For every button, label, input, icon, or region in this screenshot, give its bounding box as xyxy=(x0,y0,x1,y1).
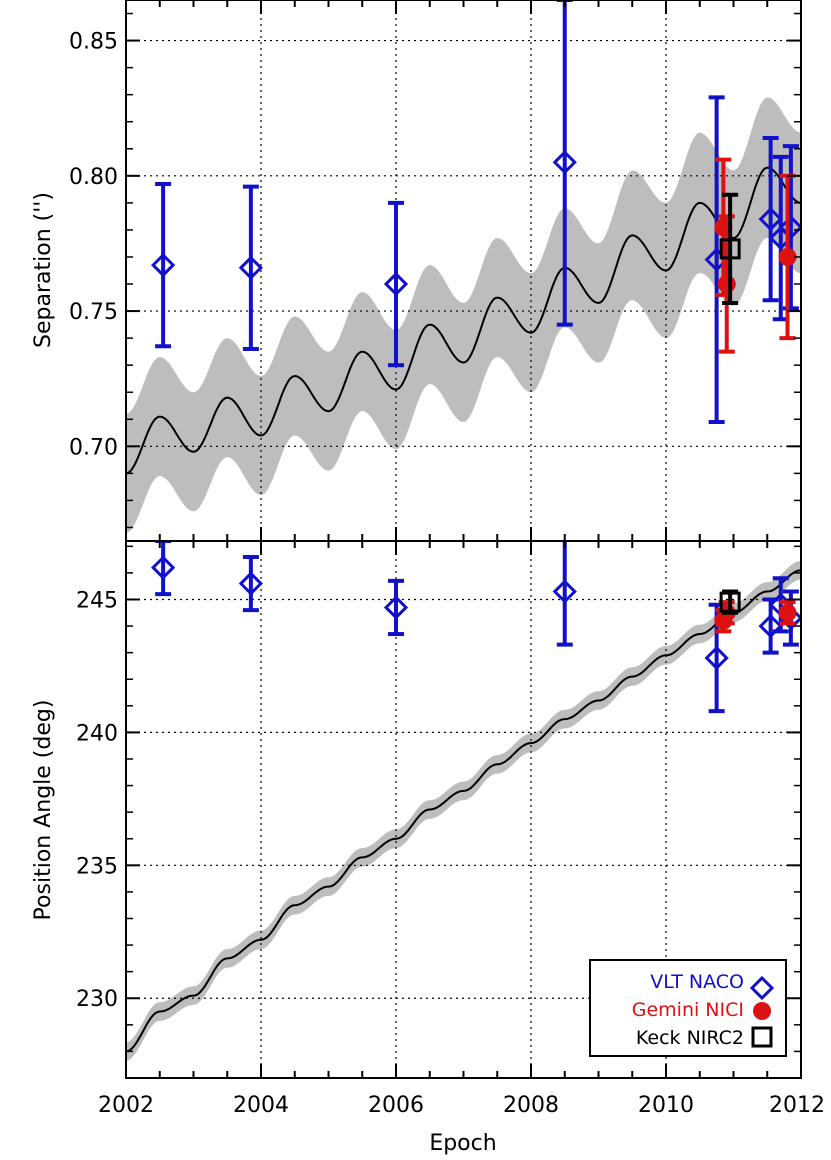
x-tick-label: 2008 xyxy=(503,1093,559,1118)
data-point-diamond xyxy=(238,255,263,280)
top-y-axis-label: Separation ('') xyxy=(31,192,56,348)
data-point-diamond xyxy=(383,271,409,297)
y-tick-label: 235 xyxy=(76,854,118,879)
data-point-square xyxy=(719,591,741,613)
data-point-circle xyxy=(778,247,797,266)
data-point-diamond xyxy=(778,215,801,240)
data-point-diamond xyxy=(151,252,176,278)
data-point-circle xyxy=(717,275,736,294)
y-tick-label: 0.80 xyxy=(69,165,118,190)
model-curve xyxy=(126,166,801,475)
data-point-diamond xyxy=(758,613,783,639)
y-tick-label: 0.70 xyxy=(69,435,118,460)
data-point-diamond xyxy=(552,579,577,604)
data-point-circle xyxy=(778,603,797,622)
x-tick-label: 2002 xyxy=(98,1093,154,1118)
legend-label-vlt-naco: VLT NACO xyxy=(650,971,744,993)
panel-bottom: 230 235 240 245 2002 2004 2006 2008 2010 2012 xyxy=(76,540,825,1118)
legend-marker-square xyxy=(751,1026,773,1048)
legend-marker-diamond xyxy=(749,975,775,1001)
legend: VLT NACO Gemini NICI Keck NIRC2 xyxy=(589,959,787,1057)
y-tick-label: 0.85 xyxy=(69,30,118,55)
data-point-diamond xyxy=(383,595,409,620)
legend-label-keck-nirc2: Keck NIRC2 xyxy=(636,1027,744,1049)
x-tick-label: 2010 xyxy=(638,1093,694,1118)
x-tick-label: 2004 xyxy=(233,1093,289,1118)
model-curve xyxy=(126,569,801,1053)
plot-area xyxy=(126,541,801,1078)
data-point-diamond xyxy=(758,206,783,232)
data-point-square xyxy=(719,238,741,260)
x-tick-label: 2006 xyxy=(368,1093,424,1118)
y-tick-label: 230 xyxy=(76,987,118,1012)
x-axis-label: Epoch xyxy=(429,1131,496,1156)
y-tick-label: 0.75 xyxy=(69,300,118,325)
bottom-y-axis-label: Position Angle (deg) xyxy=(31,700,56,921)
y-tick-label: 240 xyxy=(76,721,118,746)
panel-top: 0.70 0.75 0.80 0.85 xyxy=(69,0,802,542)
legend-label-gemini-nici: Gemini NICI xyxy=(632,999,744,1021)
legend-marker-circle xyxy=(753,1002,771,1020)
data-point-diamond xyxy=(552,150,577,175)
data-point-diamond xyxy=(704,645,729,671)
plot-area xyxy=(126,0,801,541)
model-uncertainty-band xyxy=(126,560,801,1061)
data-point-diamond xyxy=(151,555,176,580)
y-tick-label: 245 xyxy=(76,588,118,613)
x-tick-label: 2012 xyxy=(769,1093,825,1118)
data-point-diamond xyxy=(238,571,263,596)
model-uncertainty-band xyxy=(126,97,801,533)
